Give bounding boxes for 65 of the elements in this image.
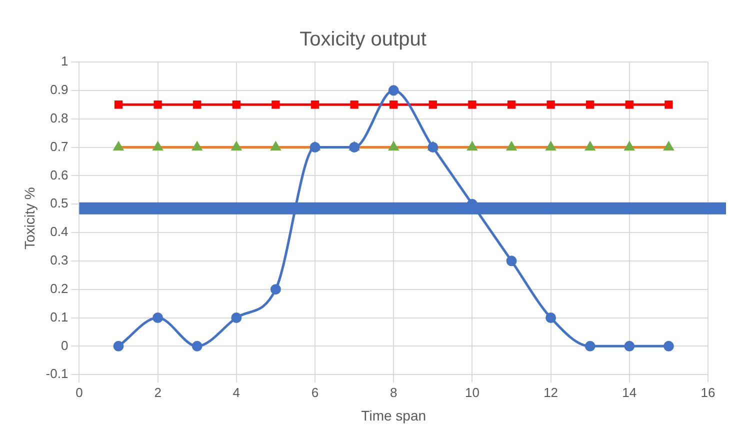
y-tick-label: -0.1 (46, 366, 68, 382)
point (664, 100, 673, 109)
y-tick-label: 0.6 (50, 167, 68, 182)
point (349, 142, 360, 153)
point (546, 312, 556, 324)
x-tick-label: 6 (311, 384, 319, 400)
chart-title: Toxicity output (300, 28, 427, 51)
point (664, 142, 674, 151)
point (193, 100, 202, 109)
point (232, 142, 242, 151)
x-tick-label: 0 (76, 384, 83, 400)
y-tick-label: 0.7 (50, 138, 68, 154)
point (192, 340, 202, 352)
point (272, 100, 280, 109)
point (625, 100, 634, 109)
point (663, 340, 674, 352)
x-tick-label: 2 (154, 384, 162, 400)
point (624, 142, 634, 151)
y-tick-label: 0.3 (50, 252, 68, 268)
y-tick-label: 0.2 (50, 280, 68, 296)
point (506, 142, 516, 151)
point (270, 142, 280, 151)
point (192, 142, 202, 151)
point (584, 340, 596, 352)
point (388, 142, 398, 151)
point (428, 100, 437, 109)
y-tick-label: 0 (60, 338, 68, 353)
y-tick-label: 0.9 (50, 82, 68, 97)
point (506, 256, 517, 266)
point (350, 100, 358, 109)
point (232, 100, 240, 109)
point (507, 100, 516, 109)
point (231, 312, 242, 324)
point (114, 142, 124, 151)
y-tick-label: 1 (60, 54, 68, 69)
point (113, 340, 124, 352)
point (390, 100, 398, 109)
point (546, 142, 556, 151)
point (310, 100, 320, 109)
y-tick-label: 0.5 (50, 196, 68, 211)
point (546, 100, 555, 109)
x-tick-label: 12 (544, 384, 558, 400)
point (388, 85, 399, 96)
y-axis-title: Toxicity % (21, 187, 38, 250)
point (467, 142, 477, 151)
y-tick-label: 0.4 (50, 224, 68, 240)
point (468, 100, 476, 109)
y-tick-label: 0.8 (50, 110, 68, 126)
point (428, 142, 438, 153)
point (270, 284, 281, 295)
point (586, 100, 594, 109)
point (153, 142, 163, 151)
y-tick-label: 0.1 (50, 309, 68, 324)
point (154, 100, 162, 109)
point (310, 142, 320, 153)
point (114, 100, 123, 109)
x-tick-label: 14 (622, 384, 637, 400)
x-tick-label: 10 (464, 384, 480, 400)
x-tick-label: 4 (232, 384, 240, 400)
x-tick-label: 16 (700, 384, 716, 400)
point (624, 340, 635, 352)
point (585, 142, 595, 151)
x-axis-title: Time span (361, 407, 426, 424)
x-tick-label: 8 (390, 384, 398, 400)
point (152, 312, 164, 324)
